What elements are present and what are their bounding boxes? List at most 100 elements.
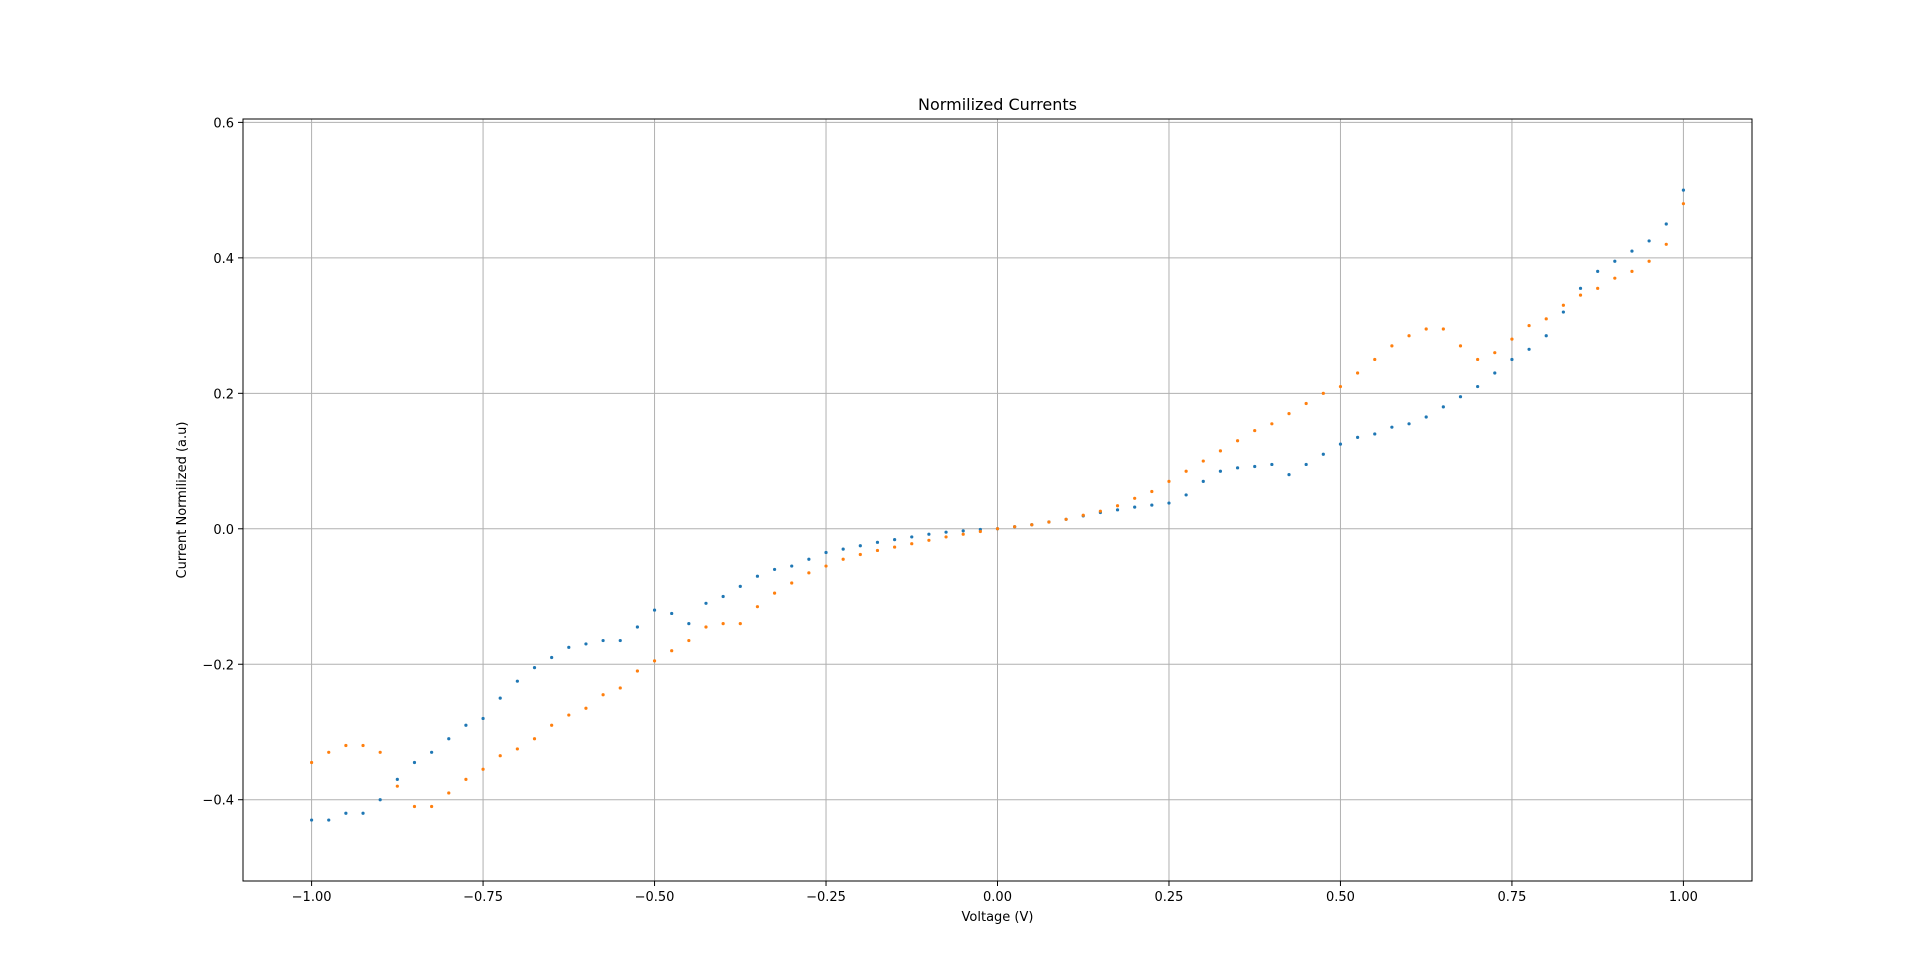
data-point (1270, 462, 1274, 467)
data-point (412, 760, 417, 765)
data-point (515, 747, 519, 751)
data-point (1510, 357, 1514, 362)
data-point (567, 645, 571, 649)
data-point (1407, 422, 1411, 426)
x-tick-label: −0.75 (463, 890, 503, 905)
data-point (1596, 286, 1600, 290)
data-point (378, 798, 382, 802)
data-point (532, 666, 537, 670)
data-point (1510, 337, 1514, 341)
data-point (858, 552, 862, 557)
x-axis-title: Voltage (V) (962, 910, 1034, 925)
data-point (755, 605, 760, 609)
data-point (704, 601, 708, 605)
data-point (670, 649, 674, 653)
data-point (1356, 435, 1360, 439)
data-point (1407, 334, 1411, 338)
data-point (1544, 317, 1548, 321)
data-point (721, 594, 725, 599)
data-point (515, 679, 519, 683)
x-tick-label: −0.25 (806, 890, 846, 905)
x-axis: −1.00 −0.75 −0.50 −0.25 0.00 0.25 0.50 0.75 1.00 (292, 881, 1698, 905)
data-point (1253, 464, 1257, 469)
data-point (1184, 493, 1188, 497)
data-point (875, 540, 880, 544)
data-point (721, 622, 725, 626)
data-point (1167, 479, 1171, 483)
data-point (978, 529, 982, 534)
y-tick-label: −0.4 (202, 794, 234, 809)
data-point (481, 716, 485, 721)
data-point (1235, 439, 1240, 443)
x-tick-label: 0.50 (1326, 890, 1355, 905)
data-point (1115, 508, 1120, 512)
y-tick-label: 0.0 (213, 523, 234, 538)
data-point (550, 723, 554, 727)
data-point (807, 557, 811, 561)
data-point (344, 743, 348, 748)
data-point (1115, 504, 1120, 508)
data-point (944, 530, 948, 534)
data-point (738, 584, 742, 588)
data-point (1064, 517, 1068, 521)
y-axis-title: Current Normilized (a.u) (175, 422, 190, 579)
data-point (961, 532, 965, 536)
data-point (1338, 442, 1343, 446)
data-point (1184, 469, 1188, 473)
data-point (995, 527, 1000, 531)
series-1 (309, 188, 1686, 822)
data-point (1561, 303, 1565, 307)
data-point (1150, 489, 1154, 494)
data-point (1527, 347, 1531, 351)
chart-title: Normilized Currents (918, 95, 1077, 114)
data-point (635, 669, 639, 673)
data-point (309, 818, 314, 822)
data-point (395, 784, 399, 788)
data-point (618, 686, 622, 690)
data-point (1373, 432, 1377, 436)
data-point (327, 818, 331, 822)
data-point (704, 625, 708, 629)
data-point (412, 804, 417, 809)
data-point (652, 659, 657, 663)
data-point (652, 608, 657, 612)
data-point (1287, 412, 1291, 416)
data-point (327, 750, 331, 754)
data-point (1253, 428, 1257, 433)
x-tick-label: 0.75 (1497, 890, 1526, 905)
data-point (1613, 276, 1617, 280)
data-point (1304, 462, 1308, 467)
data-point (481, 767, 485, 771)
data-point (1458, 395, 1463, 399)
x-tick-label: 1.00 (1669, 890, 1698, 905)
x-tick-label: −1.00 (292, 890, 332, 905)
data-point (687, 638, 691, 643)
x-tick-label: 0.00 (983, 890, 1012, 905)
data-point (824, 564, 828, 568)
data-point (1681, 202, 1686, 206)
series-layer (309, 188, 1686, 822)
data-point (1373, 357, 1377, 362)
data-point (910, 535, 914, 539)
data-point (1613, 259, 1617, 263)
data-point (1133, 505, 1137, 509)
data-point (464, 723, 468, 727)
x-tick-label: 0.25 (1155, 890, 1184, 905)
data-point (1596, 269, 1600, 273)
data-point (430, 750, 434, 754)
data-point (1270, 422, 1274, 426)
data-point (824, 550, 828, 555)
data-point (1098, 509, 1102, 513)
data-point (1664, 242, 1668, 246)
data-point (841, 557, 845, 561)
data-point (1235, 466, 1240, 470)
data-point (344, 811, 348, 815)
data-point (670, 611, 674, 616)
data-point (1133, 496, 1137, 500)
data-point (309, 760, 314, 765)
y-axis: −0.4 −0.2 0.0 0.2 0.4 0.6 (202, 116, 243, 809)
data-point (738, 622, 742, 626)
data-point (1441, 327, 1445, 331)
data-point (1321, 452, 1325, 456)
